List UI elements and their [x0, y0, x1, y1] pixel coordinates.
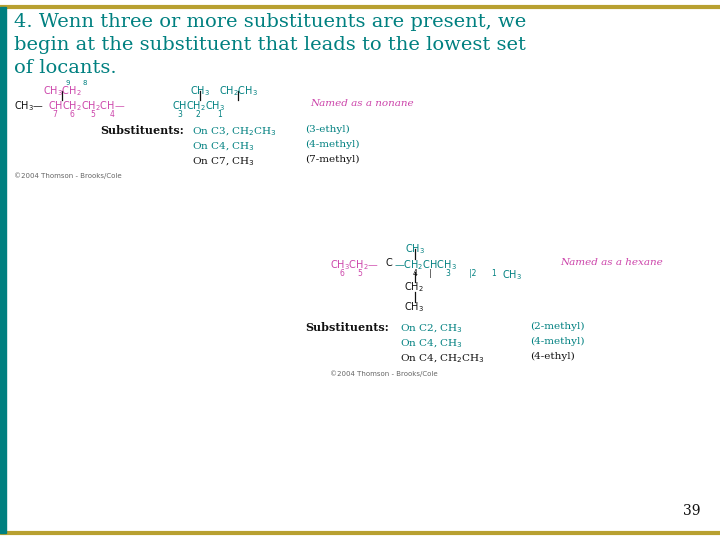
- Text: 8: 8: [83, 80, 87, 86]
- Text: CH$_2$: CH$_2$: [404, 280, 424, 294]
- Text: Substituents:: Substituents:: [305, 322, 389, 333]
- Text: 4: 4: [413, 269, 418, 278]
- Text: C: C: [385, 258, 392, 268]
- Text: 2: 2: [196, 110, 200, 119]
- Text: 5: 5: [358, 269, 362, 278]
- Text: 4: 4: [109, 110, 114, 119]
- Text: 7: 7: [53, 110, 58, 119]
- Text: On C4, CH$_3$: On C4, CH$_3$: [400, 337, 463, 349]
- Text: 39: 39: [683, 504, 700, 518]
- Text: CHCH$_2$CH$_2$CH—: CHCH$_2$CH$_2$CH—: [48, 99, 125, 113]
- Text: CH$_3$: CH$_3$: [502, 268, 522, 282]
- Text: (4-methyl): (4-methyl): [530, 337, 585, 346]
- Text: On C3, CH$_2$CH$_3$: On C3, CH$_2$CH$_3$: [192, 125, 276, 138]
- Text: |: |: [428, 269, 431, 278]
- Text: begin at the substituent that leads to the lowest set: begin at the substituent that leads to t…: [14, 36, 526, 54]
- Text: (2-methyl): (2-methyl): [530, 322, 585, 331]
- Text: CH$_3$: CH$_3$: [405, 242, 425, 256]
- Text: ©2004 Thomson - Brooks/Cole: ©2004 Thomson - Brooks/Cole: [14, 172, 122, 179]
- Text: 1: 1: [217, 110, 222, 119]
- Text: Named as a nonane: Named as a nonane: [310, 99, 413, 108]
- Text: CH$_3$: CH$_3$: [404, 300, 424, 314]
- Text: 4. Wenn three or more substituents are present, we: 4. Wenn three or more substituents are p…: [14, 13, 526, 31]
- Text: (7-methyl): (7-methyl): [305, 155, 359, 164]
- Text: 1: 1: [492, 269, 496, 278]
- Text: (4-methyl): (4-methyl): [305, 140, 359, 149]
- Text: 3: 3: [178, 110, 182, 119]
- Text: CH$_3$CH$_2$—: CH$_3$CH$_2$—: [330, 258, 379, 272]
- Text: On C4, CH$_2$CH$_3$: On C4, CH$_2$CH$_3$: [400, 352, 485, 365]
- Text: ©2004 Thomson - Brooks/Cole: ©2004 Thomson - Brooks/Cole: [330, 370, 438, 377]
- Text: 6: 6: [340, 269, 344, 278]
- Text: CH$_2$CH$_3$: CH$_2$CH$_3$: [219, 84, 258, 98]
- Text: Named as a hexane: Named as a hexane: [560, 258, 662, 267]
- Text: 6: 6: [70, 110, 74, 119]
- Text: 3: 3: [446, 269, 451, 278]
- Text: Substituents:: Substituents:: [100, 125, 184, 136]
- Text: On C7, CH$_3$: On C7, CH$_3$: [192, 155, 255, 167]
- Text: 5: 5: [91, 110, 96, 119]
- Text: CH$_3$CH$_2$: CH$_3$CH$_2$: [42, 84, 81, 98]
- Text: CHCH$_2$CH$_3$: CHCH$_2$CH$_3$: [172, 99, 225, 113]
- Text: 9: 9: [66, 80, 71, 86]
- Text: (4-ethyl): (4-ethyl): [530, 352, 575, 361]
- Text: (3-ethyl): (3-ethyl): [305, 125, 350, 134]
- Text: of locants.: of locants.: [14, 59, 117, 77]
- Text: CH$_3$—: CH$_3$—: [14, 99, 44, 113]
- Text: On C2, CH$_3$: On C2, CH$_3$: [400, 322, 463, 335]
- Text: —CH$_2$CHCH$_3$: —CH$_2$CHCH$_3$: [394, 258, 456, 272]
- Text: CH$_3$: CH$_3$: [190, 84, 210, 98]
- Text: On C4, CH$_3$: On C4, CH$_3$: [192, 140, 255, 153]
- Bar: [0, 7, 6, 533]
- Text: |2: |2: [469, 269, 477, 278]
